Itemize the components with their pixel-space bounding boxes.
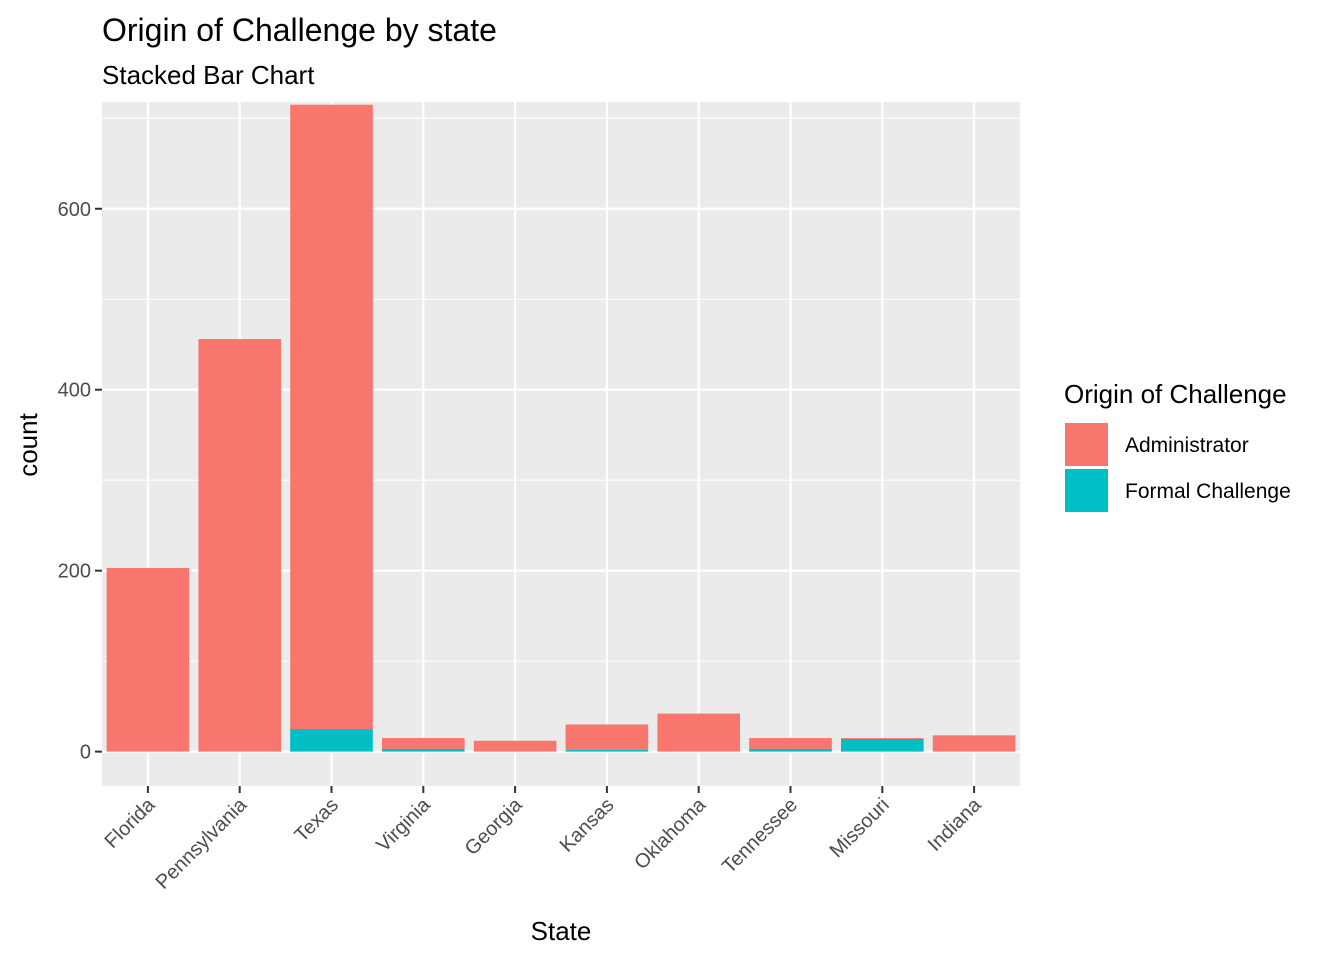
chart-title: Origin of Challenge by state bbox=[102, 12, 497, 48]
bar-oklahoma-administrator bbox=[657, 713, 741, 752]
bar-indiana-administrator bbox=[932, 735, 1016, 752]
legend-label: Administrator bbox=[1125, 434, 1249, 457]
bar-pennsylvania-administrator bbox=[198, 339, 282, 752]
bar-virginia-formal-challenge bbox=[381, 748, 465, 752]
bar-georgia-administrator bbox=[473, 740, 557, 752]
bar-kansas-administrator bbox=[565, 724, 649, 750]
x-tick-label: Florida bbox=[101, 793, 160, 852]
bar-missouri-administrator bbox=[840, 738, 924, 739]
bar-missouri-formal-challenge bbox=[840, 738, 924, 752]
legend: Origin of Challenge Administrator Formal … bbox=[1064, 379, 1291, 512]
bar-virginia-administrator bbox=[381, 738, 465, 749]
bar-texas-administrator bbox=[290, 104, 373, 729]
x-tick-label: Indiana bbox=[924, 793, 987, 856]
y-tick-label: 400 bbox=[58, 380, 91, 402]
x-tick-label: Tennessee bbox=[718, 794, 802, 878]
x-tick-label: Missouri bbox=[826, 794, 894, 862]
x-tick-label: Oklahoma bbox=[630, 793, 711, 874]
chart-subtitle: Stacked Bar Chart bbox=[102, 60, 315, 90]
x-tick-label: Kansas bbox=[556, 794, 619, 857]
legend-title: Origin of Challenge bbox=[1064, 379, 1287, 409]
bar-kansas-formal-challenge bbox=[565, 749, 649, 752]
bar-tennessee-administrator bbox=[749, 738, 832, 749]
y-tick-label: 0 bbox=[80, 742, 91, 764]
y-axis-title: count bbox=[13, 412, 43, 476]
legend-key-formal-challenge bbox=[1065, 469, 1108, 512]
bar-florida-administrator bbox=[106, 567, 190, 752]
x-tick-label: Pennsylvania bbox=[152, 793, 252, 893]
legend-key-administrator bbox=[1065, 423, 1108, 466]
bar-tennessee-formal-challenge bbox=[749, 748, 832, 752]
y-tick-label: 200 bbox=[58, 561, 91, 583]
bar-texas-formal-challenge bbox=[290, 729, 373, 752]
y-tick-label: 600 bbox=[58, 199, 91, 221]
legend-items: Administrator Formal Challenge bbox=[1065, 423, 1291, 512]
legend-label: Formal Challenge bbox=[1125, 480, 1291, 503]
x-tick-label: Virginia bbox=[372, 793, 435, 856]
bars bbox=[106, 104, 1016, 752]
x-axis-title: State bbox=[531, 916, 592, 946]
x-tick-label: Georgia bbox=[461, 793, 527, 859]
x-tick-label: Texas bbox=[291, 794, 344, 847]
y-axis: 0 200 400 600 bbox=[58, 199, 102, 764]
